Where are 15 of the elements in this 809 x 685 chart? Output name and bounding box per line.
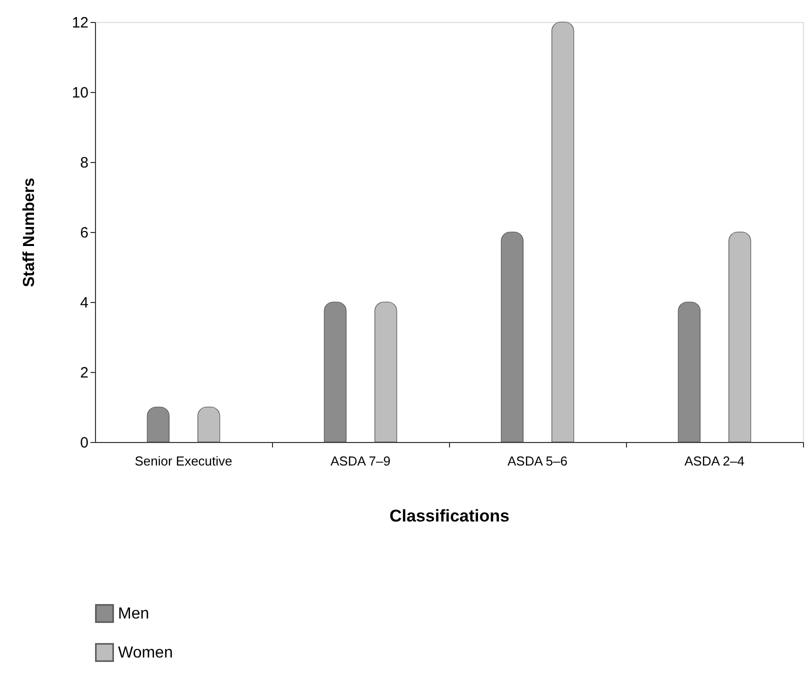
y-tick-label: 8: [80, 154, 88, 172]
x-tick-label: Senior Executive: [134, 454, 232, 468]
legend-label: Men: [118, 606, 150, 622]
y-tick-label: 10: [72, 84, 88, 102]
x-tick-label: ASDA 7–9: [330, 454, 390, 468]
y-tick-label: 2: [80, 364, 88, 382]
y-tick-label: 0: [80, 434, 88, 452]
y-axis-title: Staff Numbers: [20, 178, 38, 288]
x-tick-label: ASDA 2–4: [684, 454, 744, 468]
y-tick-label: 6: [80, 224, 88, 242]
legend-label: Women: [118, 644, 173, 662]
x-axis-title: Classifications: [390, 506, 510, 526]
y-tick-label: 12: [72, 14, 88, 32]
x-tick-label: ASDA 5–6: [508, 454, 568, 468]
y-tick-label: 4: [80, 294, 88, 312]
